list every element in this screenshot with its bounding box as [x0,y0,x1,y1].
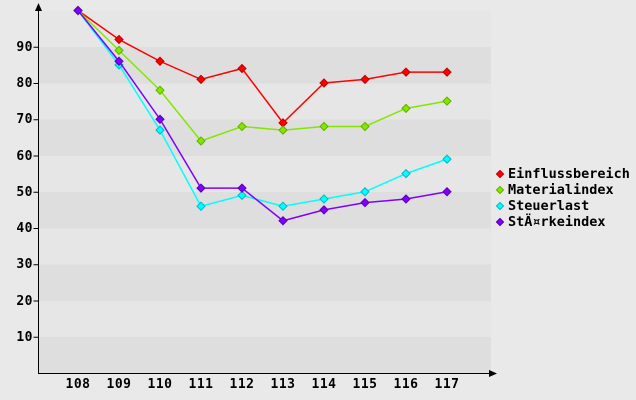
x-tick-label: 108 [65,377,91,392]
data-point-diamond-icon [319,78,329,88]
data-point-diamond-icon [237,63,247,74]
data-point-diamond-icon [360,74,370,85]
y-tick-label: 90 [16,39,33,55]
data-point-diamond-icon [196,74,206,85]
data-point-diamond-icon [155,56,165,66]
data-point-diamond-icon [278,125,288,135]
data-point-diamond-icon [237,190,247,201]
data-point-diamond-icon [196,201,206,211]
legend-diamond-icon [495,201,505,211]
x-tick-label: 109 [106,377,132,392]
y-tick-label: 80 [16,76,33,91]
chart-legend: Einflussbereich Materialindex Steuerlast St… [495,166,630,230]
x-tick-label: 113 [270,377,296,392]
data-point-diamond-icon [401,103,411,114]
y-tick-label: 30 [16,257,33,273]
data-point-diamond-icon [360,121,370,132]
data-point-diamond-icon [319,121,329,132]
data-point-diamond-icon [442,67,452,77]
y-axis-arrow-icon [35,3,42,11]
series-line-StÄ¤rkeindex [77,10,448,222]
series-line-Einflussbereich [77,9,447,125]
data-point-diamond-icon [114,56,124,66]
legend-label: Einflussbereich [508,166,630,182]
x-axis-arrow-icon [489,370,497,377]
data-point-diamond-icon [442,96,452,106]
plot-area-bands [39,10,491,373]
y-tick-label: 60 [16,148,33,164]
data-point-diamond-icon [196,183,206,193]
data-point-diamond-icon [401,194,411,204]
data-point-diamond-icon [73,5,83,16]
legend-item: Einflussbereich [495,166,630,182]
x-tick-label: 112 [229,377,255,392]
data-point-diamond-icon [114,34,124,45]
data-point-diamond-icon [360,187,370,197]
series-line-Materialindex [77,9,448,142]
data-point-diamond-icon [114,45,124,56]
data-point-diamond-icon [155,114,165,124]
data-point-diamond-icon [278,201,288,211]
data-point-diamond-icon [196,136,206,146]
x-tick-label: 117 [434,377,460,392]
x-tick-label: 110 [147,377,173,392]
legend-label: Steuerlast [508,198,590,214]
data-point-diamond-icon [401,168,411,179]
y-tick-label: 40 [16,221,33,236]
x-tick-label: 111 [188,377,214,392]
data-point-diamond-icon [155,85,165,95]
legend-diamond-icon [495,217,505,227]
y-tick-label: 10 [16,329,33,345]
legend-label: Materialindex [508,182,614,198]
data-point-diamond-icon [319,205,329,215]
y-tick-label: 70 [16,112,33,128]
x-tick-label: 116 [393,377,419,392]
legend-item: Steuerlast [495,198,630,214]
legend-label: StÄ¤rkeindex [508,214,606,230]
data-point-diamond-icon [319,194,329,204]
data-point-diamond-icon [360,197,370,208]
x-tick-label: 114 [311,377,337,392]
data-point-diamond-icon [237,183,247,193]
y-tick-label: 50 [16,184,33,200]
legend-diamond-icon [495,169,505,179]
legend-item: Materialindex [495,182,630,198]
series-line-Steuerlast [77,10,448,208]
legend-diamond-icon [495,185,505,195]
data-point-diamond-icon [155,125,165,135]
data-point-diamond-icon [237,121,247,132]
legend-item: StÄ¤rkeindex [495,214,630,230]
data-point-diamond-icon [442,154,452,164]
data-point-diamond-icon [278,118,288,128]
x-tick-label: 115 [352,377,378,392]
data-point-diamond-icon [278,216,288,226]
data-point-diamond-icon [442,187,452,197]
data-point-diamond-icon [401,67,411,77]
y-tick-label: 20 [16,293,33,309]
